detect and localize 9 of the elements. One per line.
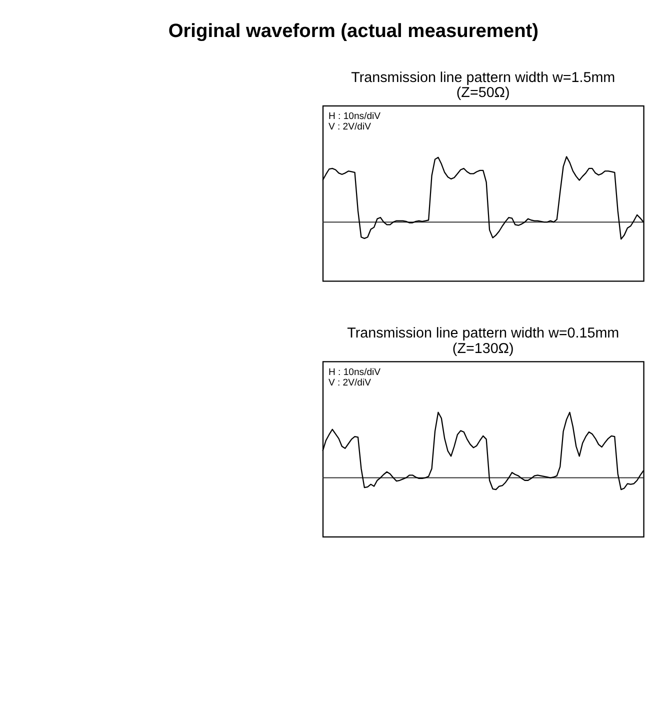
text: V : 2V/diV bbox=[328, 122, 372, 133]
chart-subtitle: (Z=50Ω) bbox=[456, 85, 510, 102]
text: V : 2V/diV bbox=[328, 377, 372, 388]
text: H : 10ns/diV bbox=[328, 111, 382, 122]
chart-title: Transmission line pattern width w=1.5mm bbox=[351, 70, 616, 86]
text: Original waveform (actual measurement) bbox=[168, 21, 539, 42]
text: H : 10ns/diV bbox=[328, 366, 382, 378]
chart-subtitle: (Z=130Ω) bbox=[452, 340, 514, 357]
chart-title: Transmission line pattern width w=0.15mm bbox=[347, 325, 620, 342]
